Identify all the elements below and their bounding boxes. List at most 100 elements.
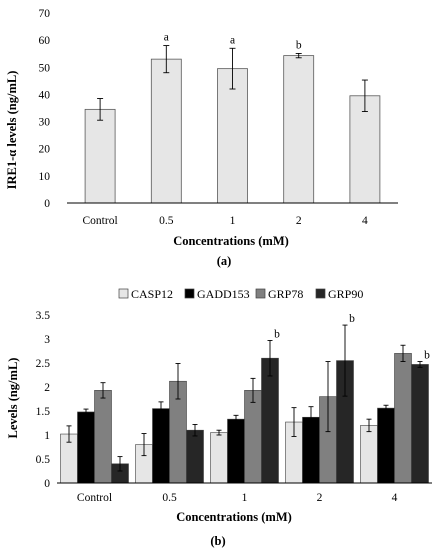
chart-b-bar-gadd153 [152, 408, 170, 484]
chart-b: CASP12 GADD153 GRP78 GRP90 b b b 0 0.5 1 1.5 2 2.5… [6, 287, 432, 548]
chart-a-x-tick-label: Control [83, 215, 118, 227]
chart-b-error-bar [158, 401, 164, 416]
chart-b-bar-grp78 [244, 390, 262, 484]
chart-a-error-bar [163, 45, 170, 74]
chart-a-y-tick-label: 60 [39, 35, 51, 47]
chart-b-error-bar [366, 418, 372, 433]
chart-b-error-bar [192, 423, 198, 437]
chart-a-y-tick-label: 40 [39, 89, 51, 101]
chart-b-significance-label: b [349, 313, 355, 325]
chart-b-error-bar [216, 429, 222, 436]
chart-b-error-bar [383, 404, 389, 412]
chart-b-significance-label: b [424, 350, 430, 362]
chart-b-error-bar [400, 344, 406, 363]
chart-a-x-tick-label: 4 [362, 215, 368, 227]
chart-b-y-tick-label: 2.5 [36, 358, 51, 370]
legend-label: GRP78 [268, 287, 303, 301]
chart-a-y-tick-label: 20 [39, 144, 51, 156]
legend-item-casp12: CASP12 [118, 287, 173, 301]
chart-b-y-tick-label: 1.5 [36, 406, 51, 418]
chart-b-x-tick-label: 4 [392, 492, 398, 504]
legend-swatch [315, 288, 326, 299]
chart-b-x-tick-label: Control [77, 492, 112, 504]
chart-b-significance-label: b [274, 328, 280, 340]
chart-b-error-bar [175, 363, 181, 400]
chart-b-y-tick-label: 0.5 [36, 454, 51, 466]
chart-a-x-ticks: Control 0.5 1 2 4 [83, 215, 368, 227]
chart-a-error-bar [361, 79, 368, 112]
chart-b-bar-grp90 [186, 429, 204, 484]
chart-a-x-tick-label: 0.5 [159, 215, 174, 227]
chart-a-y-tick-label: 0 [44, 198, 50, 210]
chart-b-error-bar [308, 406, 314, 429]
chart-b-y-tick-label: 1 [44, 430, 50, 442]
legend-item-gadd153: GADD153 [184, 287, 250, 301]
chart-a-x-tick-label: 2 [296, 215, 302, 227]
chart-a-error-bar [229, 47, 236, 90]
chart-a-significance-label: a [230, 34, 235, 46]
chart-b-error-bar [117, 456, 123, 472]
chart-b-error-bar [325, 361, 331, 433]
chart-a-y-ticks: 0 10 20 30 40 50 60 70 [39, 8, 51, 210]
chart-b-error-bar [417, 361, 423, 368]
chart-b-error-bar [233, 414, 239, 424]
legend-label: GRP90 [328, 287, 363, 301]
chart-b-bar-grp90 [261, 357, 279, 484]
chart-b-x-axis-title: Concentrations (mM) [176, 510, 292, 524]
chart-b-y-ticks: 0 0.5 1 1.5 2 2.5 3 3.5 [36, 310, 51, 490]
chart-b-error-bar [250, 377, 256, 403]
chart-b-y-tick-label: 2 [44, 382, 50, 394]
chart-b-x-ticks: Control 0.5 1 2 4 [77, 492, 398, 504]
chart-b-y-tick-label: 3.5 [36, 310, 51, 322]
chart-b-x-tick-label: 2 [317, 492, 323, 504]
chart-b-y-tick-label: 0 [44, 478, 50, 490]
chart-a-y-tick-label: 50 [39, 62, 51, 74]
legend-label: CASP12 [131, 287, 173, 301]
chart-a-error-bar [295, 52, 302, 59]
chart-b-error-bar [141, 433, 147, 457]
chart-b-y-axis-title: Levels (ng/mL) [6, 358, 20, 439]
chart-b-y-tick-label: 3 [44, 334, 50, 346]
chart-a-panel-label: (a) [217, 254, 232, 268]
chart-b-bar-grp78 [394, 353, 412, 484]
chart-a-x-tick-label: 1 [230, 215, 236, 227]
chart-a-y-tick-label: 70 [39, 8, 51, 20]
chart-b-error-bar [291, 407, 297, 437]
chart-a: a a b 0 10 20 30 40 50 60 70 Control 0.5 1 2 4 IRE1-α… [5, 8, 398, 268]
chart-b-bar-gadd153 [377, 407, 395, 484]
legend-item-grp90: GRP90 [315, 287, 363, 301]
chart-a-error-bar [97, 98, 104, 121]
chart-b-error-bar [100, 382, 106, 399]
chart-a-significance-label: a [164, 32, 169, 44]
chart-b-error-bars [66, 324, 423, 472]
chart-b-bar-casp12 [360, 425, 378, 484]
chart-a-bar [84, 108, 116, 204]
chart-b-bars [60, 353, 429, 484]
chart-b-bar-casp12 [210, 432, 228, 484]
chart-b-bar-grp90 [411, 364, 429, 484]
chart-b-x-tick-label: 0.5 [162, 492, 177, 504]
legend-swatch [184, 288, 195, 299]
chart-a-y-tick-label: 10 [39, 171, 51, 183]
legend-label: GADD153 [197, 287, 250, 301]
legend-swatch [255, 288, 266, 299]
chart-b-error-bar [83, 408, 89, 416]
chart-b-bar-gadd153 [227, 418, 245, 484]
legend-swatch [118, 288, 129, 299]
chart-b-bar-gadd153 [77, 411, 95, 484]
chart-b-bar-grp78 [94, 390, 112, 484]
chart-a-x-axis-title: Concentrations (mM) [173, 234, 289, 248]
chart-b-error-bar [342, 324, 348, 397]
chart-a-y-tick-label: 30 [39, 117, 51, 129]
chart-b-error-bar [267, 339, 273, 377]
chart-b-legend: CASP12 GADD153 GRP78 GRP90 [118, 287, 363, 301]
chart-a-error-bars [97, 45, 368, 121]
chart-a-bar [150, 58, 182, 204]
legend-item-grp78: GRP78 [255, 287, 303, 301]
chart-b-annotations: b b b [274, 313, 430, 361]
chart-b-x-tick-label: 1 [242, 492, 248, 504]
chart-a-y-axis-title: IRE1-α levels (ng/mL) [5, 71, 19, 190]
chart-a-bar [283, 55, 315, 204]
